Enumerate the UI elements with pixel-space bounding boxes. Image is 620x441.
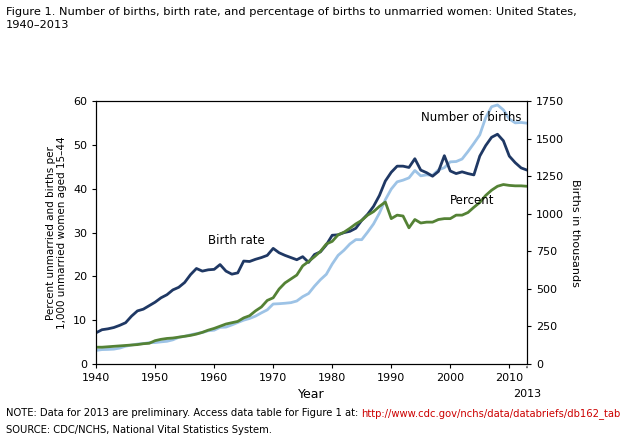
Text: NOTE: Data for 2013 are preliminary. Access data table for Figure 1 at:: NOTE: Data for 2013 are preliminary. Acc… <box>6 408 361 418</box>
Y-axis label: Births in thousands: Births in thousands <box>570 179 580 287</box>
X-axis label: Year: Year <box>298 389 325 401</box>
Text: Birth rate: Birth rate <box>208 234 265 247</box>
Text: 1940–2013: 1940–2013 <box>6 20 69 30</box>
Y-axis label: Percent unmarried and births per
1,000 unmarried women aged 15–44: Percent unmarried and births per 1,000 u… <box>46 136 68 329</box>
Text: Figure 1. Number of births, birth rate, and percentage of births to unmarried wo: Figure 1. Number of births, birth rate, … <box>6 7 577 17</box>
Text: 2013: 2013 <box>513 389 541 399</box>
Text: SOURCE: CDC/NCHS, National Vital Statistics System.: SOURCE: CDC/NCHS, National Vital Statist… <box>6 425 272 435</box>
Text: Number of births: Number of births <box>421 111 521 124</box>
Text: http://www.cdc.gov/nchs/data/databriefs/db162_table.pdf.: http://www.cdc.gov/nchs/data/databriefs/… <box>361 408 620 419</box>
Text: Percent: Percent <box>450 194 495 207</box>
